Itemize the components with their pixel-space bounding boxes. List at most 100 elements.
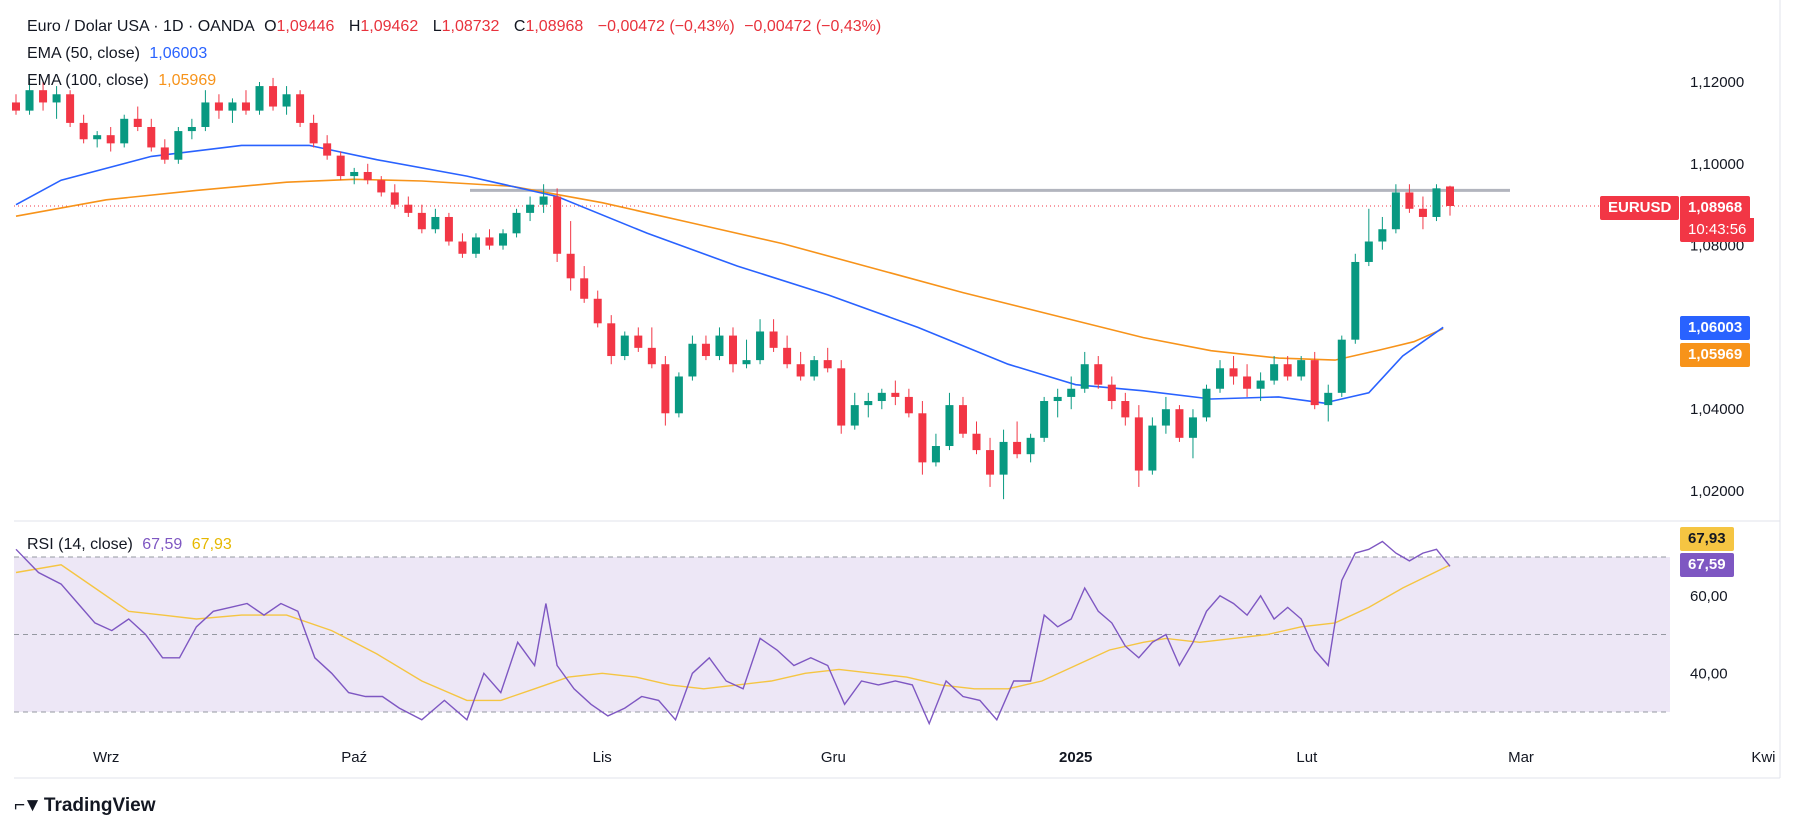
candle [1229, 368, 1238, 377]
candle [350, 171, 359, 177]
candle [66, 94, 75, 123]
ema50-legend[interactable]: EMA (50, close) 1,06003 [27, 45, 212, 63]
candle [174, 131, 183, 160]
candle [1418, 208, 1427, 217]
candle [458, 241, 467, 254]
candle [1405, 192, 1414, 209]
candle [228, 102, 237, 111]
candle [891, 392, 900, 397]
last-price-tag: 1,08968 [1680, 196, 1751, 220]
close-label: C [513, 18, 526, 35]
candle [783, 347, 792, 365]
high-value: 1,09462 [360, 18, 419, 35]
symbol-title: Euro / Dolar USA · 1D · OANDA [27, 18, 255, 35]
candle [1297, 360, 1306, 377]
low-label: L [432, 18, 442, 35]
price-pane[interactable] [12, 77, 1600, 500]
tradingview-logo-icon: ⌐▼ [14, 795, 42, 816]
candle [1067, 388, 1076, 397]
candle [1094, 364, 1103, 385]
ema100-line [15, 178, 1444, 361]
price-axis-tick: 1,10000 [1690, 156, 1744, 173]
rsi-axis-tick: 40,00 [1690, 665, 1728, 682]
candle [999, 441, 1008, 475]
ema100-legend[interactable]: EMA (100, close) 1,05969 [27, 72, 221, 90]
candle [323, 143, 332, 156]
candle [986, 450, 995, 475]
candle [526, 204, 535, 213]
candle [417, 212, 426, 230]
candle [39, 90, 48, 103]
candle [377, 180, 386, 193]
candle [1324, 392, 1333, 406]
time-axis-tick: Paź [341, 749, 367, 766]
candle [1378, 229, 1387, 242]
rsi-ma-tag: 67,93 [1680, 527, 1734, 551]
candle [93, 135, 102, 140]
candle [796, 364, 805, 377]
candle [877, 392, 886, 402]
candle [1013, 441, 1022, 455]
rsi-pane[interactable] [14, 540, 1670, 726]
rsi-line [15, 540, 1451, 726]
candle [499, 233, 508, 246]
candle [1202, 388, 1211, 418]
rsi-tag: 67,59 [1680, 553, 1734, 577]
candle [336, 155, 345, 177]
candle [12, 102, 20, 111]
symbol-tag[interactable]: EURUSD [1600, 196, 1680, 220]
symbol-legend[interactable]: Euro / Dolar USA · 1D · OANDA O1,09446 H… [27, 18, 886, 36]
candle [79, 122, 88, 140]
candle [106, 135, 115, 144]
price-axis-tick: 1,04000 [1690, 401, 1744, 418]
candle [431, 216, 440, 230]
brand-logo[interactable]: ⌐▼ TradingView [14, 795, 155, 817]
candle [593, 298, 602, 324]
rsi-value: 67,59 [142, 536, 183, 553]
candle [187, 126, 196, 132]
candle [512, 212, 521, 234]
candle [958, 405, 967, 434]
candle [133, 118, 142, 127]
rsi-label: RSI (14, close) [27, 536, 133, 553]
candle [823, 360, 832, 369]
candle [444, 216, 453, 242]
candle [756, 331, 765, 361]
candle [742, 360, 751, 365]
time-axis-tick: Wrz [93, 749, 119, 766]
countdown-tag: 10:43:56 [1680, 218, 1755, 242]
candle [1364, 241, 1373, 262]
candle [580, 278, 589, 299]
candle [147, 126, 156, 148]
price-axis-tick: 1,02000 [1690, 483, 1744, 500]
high-label: H [348, 18, 361, 35]
time-axis-tick: Gru [821, 749, 846, 766]
candle [729, 335, 737, 365]
candle [241, 102, 250, 111]
price-axis-tick: 1,12000 [1690, 74, 1744, 91]
candle [931, 446, 940, 463]
candle [25, 90, 34, 111]
candle [837, 368, 846, 426]
rsi-axis-tick: 60,00 [1690, 588, 1728, 605]
ema50-price-tag: 1,06003 [1680, 316, 1751, 340]
candle [471, 237, 480, 254]
candle [485, 237, 494, 246]
candle [1148, 425, 1157, 471]
rsi-ma-value: 67,93 [191, 536, 232, 553]
rsi-legend[interactable]: RSI (14, close) 67,59 67,93 [27, 536, 237, 554]
brand-name: TradingView [43, 795, 156, 816]
candle [1040, 401, 1049, 438]
open-label: O [264, 18, 277, 35]
low-value: 1,08732 [441, 18, 500, 35]
candle [1161, 409, 1170, 426]
time-axis-tick: Lis [593, 749, 612, 766]
candle [1391, 192, 1400, 230]
change-value-2: −0,00472 (−0,43%) [744, 18, 882, 35]
candle [1270, 364, 1279, 381]
candle [120, 118, 129, 144]
candle [1432, 188, 1441, 217]
candle [553, 196, 562, 254]
candle [918, 413, 927, 463]
